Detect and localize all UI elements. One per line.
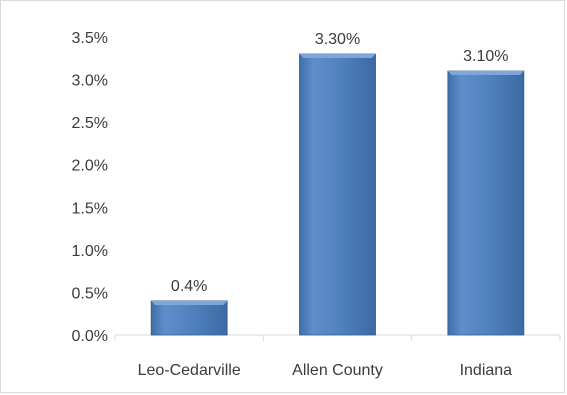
y-tick-label: 1.5% [72,200,108,217]
x-tick-label: Leo-Cedarville [138,362,241,379]
data-labels: 0.4% 3.30% 3.10% [171,31,509,295]
data-label: 3.10% [463,48,508,65]
data-label: 0.4% [171,278,207,295]
y-tick-label: 3.5% [72,30,108,47]
data-label: 3.30% [315,31,360,48]
y-tick-label: 2.5% [72,115,108,132]
y-tick-label: 3.0% [72,73,108,90]
y-axis-labels: 0.0% 0.5% 1.0% 1.5% 2.0% 2.5% 3.0% 3.5% [72,30,108,345]
bar-bevel [151,300,228,305]
x-tick-label: Indiana [460,362,513,379]
x-axis [114,334,561,341]
y-tick-label: 1.0% [72,243,108,260]
bar-body [447,70,525,336]
y-tick-label: 0.0% [72,328,108,345]
bar-bevel [299,54,376,59]
bar [150,300,228,336]
y-tick-label: 2.0% [72,158,108,175]
bar-bevel [447,71,524,76]
bars [150,53,525,336]
bar [299,53,376,336]
y-tick-label: 0.5% [72,285,108,302]
bar-body [299,53,376,336]
x-tick-label: Allen County [292,362,383,379]
x-axis-labels: Leo-Cedarville Allen County Indiana [138,362,513,379]
bar [447,70,525,336]
bar-body [150,300,228,336]
